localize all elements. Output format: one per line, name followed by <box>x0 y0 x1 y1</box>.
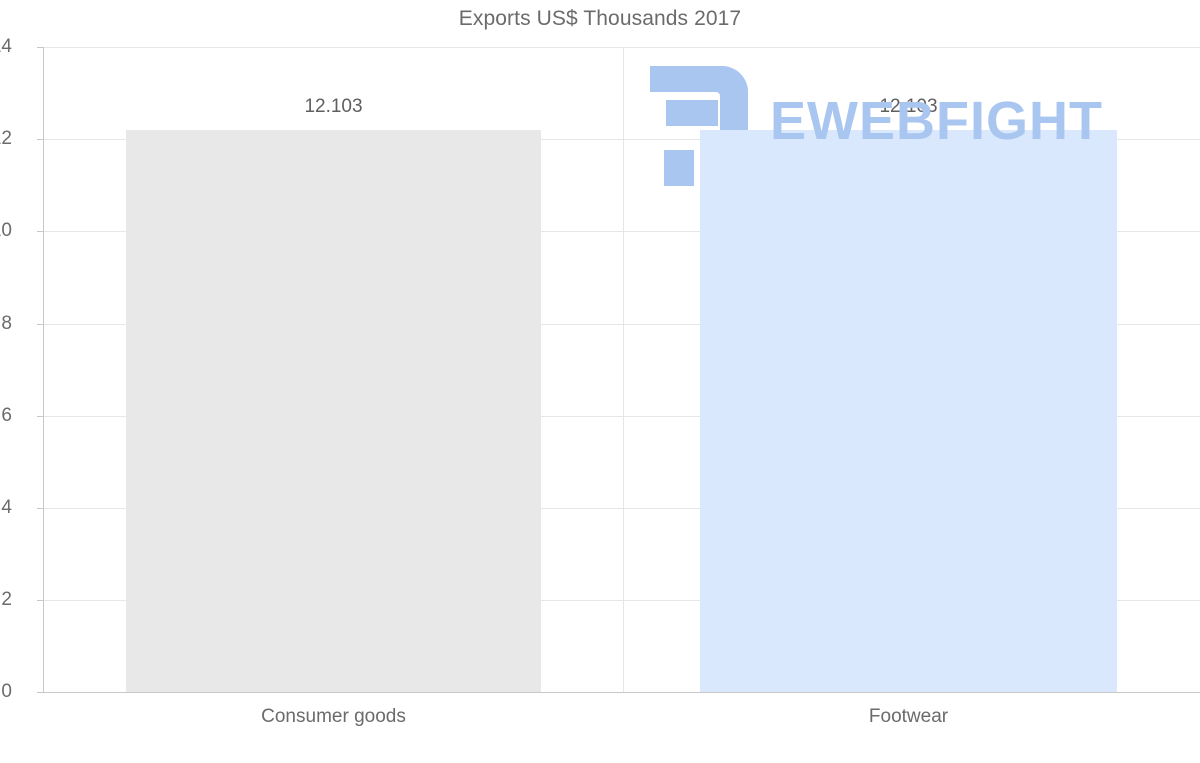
y-tick-mark-10 <box>37 231 43 232</box>
y-tick-mark-12 <box>37 139 43 140</box>
plot-area <box>43 47 1200 692</box>
bar-value-label-consumer-goods: 12.103 <box>304 96 363 117</box>
y-tick-label-14: 14 <box>0 36 12 57</box>
y-tick-mark-8 <box>37 324 43 325</box>
y-tick-label-0: 0 <box>1 681 12 702</box>
y-tick-label-4: 4 <box>1 497 12 518</box>
gridline-14 <box>43 47 1200 48</box>
y-tick-mark-4 <box>37 508 43 509</box>
x-tick-label-consumer-goods: Consumer goods <box>261 706 406 727</box>
gridline-4 <box>43 508 1200 509</box>
y-tick-mark-2 <box>37 600 43 601</box>
gridline-12 <box>43 139 1200 140</box>
y-axis-line <box>43 47 44 693</box>
y-tick-mark-6 <box>37 416 43 417</box>
chart-title: Exports US$ Thousands 2017 <box>458 7 742 30</box>
y-tick-mark-0 <box>37 692 43 693</box>
bar-consumer-goods[interactable] <box>126 130 541 692</box>
y-tick-label-10: 10 <box>0 220 12 241</box>
gridline-8 <box>43 324 1200 325</box>
y-tick-label-6: 6 <box>1 405 12 426</box>
y-tick-label-2: 2 <box>1 589 12 610</box>
gridline-6 <box>43 416 1200 417</box>
gridline-2 <box>43 600 1200 601</box>
gridline-10 <box>43 231 1200 232</box>
x-tick-label-footwear: Footwear <box>868 706 949 727</box>
y-tick-label-8: 8 <box>1 313 12 334</box>
y-tick-label-12: 12 <box>0 128 12 149</box>
bar-footwear[interactable] <box>700 130 1117 692</box>
x-axis-line <box>43 692 1200 693</box>
y-tick-mark-14 <box>37 47 43 48</box>
gridline-vertical-center <box>623 47 624 692</box>
bar-value-label-footwear: 12.103 <box>879 96 938 117</box>
